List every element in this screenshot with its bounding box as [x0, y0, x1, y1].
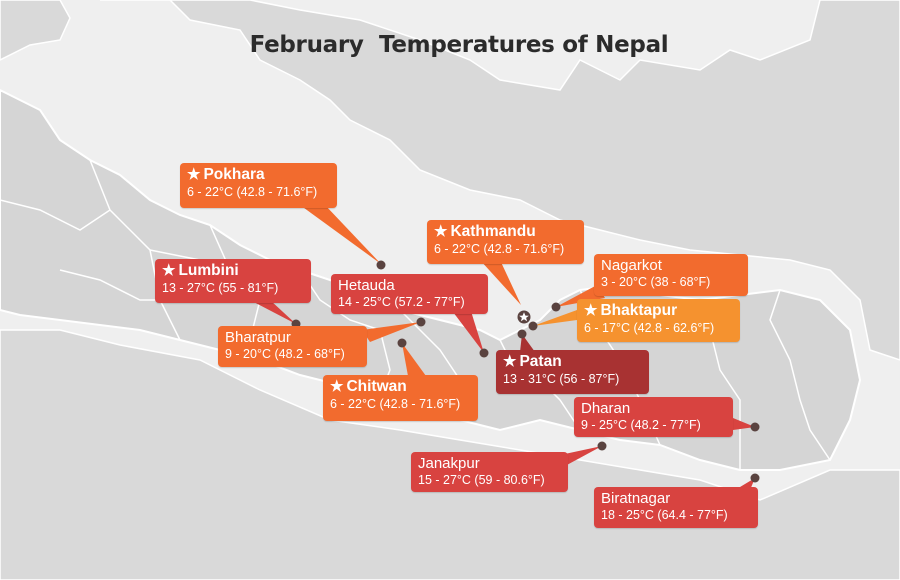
kathmandu-pointer — [480, 260, 521, 305]
star-icon: ★ — [503, 353, 517, 370]
city-name: Lumbini — [178, 262, 239, 279]
biratnagar-dot[interactable] — [750, 473, 760, 483]
city-dots — [291, 260, 760, 483]
city-temperature: 3 - 20°C (38 - 68°F) — [601, 275, 711, 290]
janakpur-dot[interactable] — [597, 441, 607, 451]
city-name: Bhaktapur — [600, 302, 678, 319]
bharatpur-dot[interactable] — [479, 348, 489, 358]
star-icon: ★ — [330, 378, 344, 395]
surrounding-land — [0, 0, 71, 61]
nagarkot-pointer — [556, 285, 605, 307]
patan-pointer — [520, 334, 535, 352]
bhaktapur-pointer — [533, 310, 577, 326]
chitwan-dot[interactable] — [397, 338, 407, 348]
janakpur-pointer — [560, 446, 602, 466]
kathmandu-callout[interactable]: ★ Kathmandu 6 - 22°C (42.8 - 71.6°F) — [427, 220, 584, 264]
kathmandu-capital-icon[interactable] — [517, 310, 531, 324]
city-temperature: 13 - 27°C (55 - 81°F) — [162, 280, 279, 295]
city-name: Pokhara — [203, 166, 265, 183]
city-temperature: 6 - 22°C (42.8 - 71.6°F) — [187, 184, 318, 199]
city-name: Kathmandu — [450, 223, 536, 240]
patan-dot[interactable] — [517, 329, 527, 339]
bhaktapur-callout[interactable]: ★ Bhaktapur 6 - 17°C (42.8 - 62.6°F) — [577, 299, 740, 342]
city-name: Janakpur — [418, 455, 480, 472]
lumbini-pointer — [250, 300, 296, 324]
city-temperature: 9 - 20°C (48.2 - 68°F) — [225, 347, 345, 362]
city-name: Biratnagar — [601, 490, 671, 507]
surrounding-land-north — [100, 0, 900, 361]
city-temperature: 9 - 25°C (48.2 - 77°F) — [581, 418, 701, 433]
city-temperature: 6 - 22°C (42.8 - 71.6°F) — [330, 396, 461, 411]
city-name: Nagarkot — [601, 257, 662, 274]
star-icon: ★ — [584, 302, 598, 319]
city-name: Chitwan — [346, 378, 407, 395]
hetauda-pointer — [450, 308, 484, 353]
dharan-callout[interactable]: Dharan 9 - 25°C (48.2 - 77°F) — [574, 397, 733, 437]
city-temperature: 13 - 31°C (56 - 87°F) — [503, 371, 620, 386]
pokhara-callout[interactable]: ★ Pokhara 6 - 22°C (42.8 - 71.6°F) — [180, 163, 337, 208]
star-icon: ★ — [434, 223, 448, 240]
pokhara-dot[interactable] — [376, 260, 386, 270]
city-temperature: 15 - 27°C (59 - 80.6°F) — [418, 473, 545, 488]
city-temperature: 18 - 25°C (64.4 - 77°F) — [601, 508, 728, 523]
janakpur-callout[interactable]: Janakpur 15 - 27°C (59 - 80.6°F) — [411, 452, 568, 492]
dharan-dot[interactable] — [750, 422, 760, 432]
city-name: Hetauda — [338, 277, 395, 294]
city-name: Dharan — [581, 400, 631, 417]
chitwan-pointer — [402, 343, 426, 376]
bharatpur-pointer — [362, 322, 421, 342]
star-icon: ★ — [187, 166, 201, 183]
map-title: February Temperatures of Nepal — [249, 32, 669, 58]
nagarkot-dot[interactable] — [551, 302, 561, 312]
chitwan-callout[interactable]: ★ Chitwan 6 - 22°C (42.8 - 71.6°F) — [323, 375, 478, 421]
city-temperature: 14 - 25°C (57.2 - 77°F) — [338, 295, 465, 310]
hetauda-dot[interactable] — [416, 317, 426, 327]
city-name: Bharatpur — [225, 329, 291, 346]
city-temperature: 6 - 22°C (42.8 - 71.6°F) — [434, 241, 565, 256]
lumbini-callout[interactable]: ★ Lumbini 13 - 27°C (55 - 81°F) — [155, 259, 311, 303]
hetauda-callout[interactable]: Hetauda 14 - 25°C (57.2 - 77°F) — [331, 274, 488, 314]
bhaktapur-dot[interactable] — [528, 321, 538, 331]
nagarkot-callout[interactable]: Nagarkot 3 - 20°C (38 - 68°F) — [594, 254, 748, 296]
city-temperature: 6 - 17°C (42.8 - 62.6°F) — [584, 320, 715, 335]
pokhara-pointer — [300, 205, 381, 264]
city-name: Patan — [519, 353, 562, 370]
bharatpur-callout[interactable]: Bharatpur 9 - 20°C (48.2 - 68°F) — [218, 326, 367, 367]
star-icon: ★ — [162, 262, 176, 279]
patan-callout[interactable]: ★ Patan 13 - 31°C (56 - 87°F) — [496, 350, 649, 394]
dharan-pointer — [733, 418, 755, 430]
biratnagar-callout[interactable]: Biratnagar 18 - 25°C (64.4 - 77°F) — [594, 487, 758, 528]
